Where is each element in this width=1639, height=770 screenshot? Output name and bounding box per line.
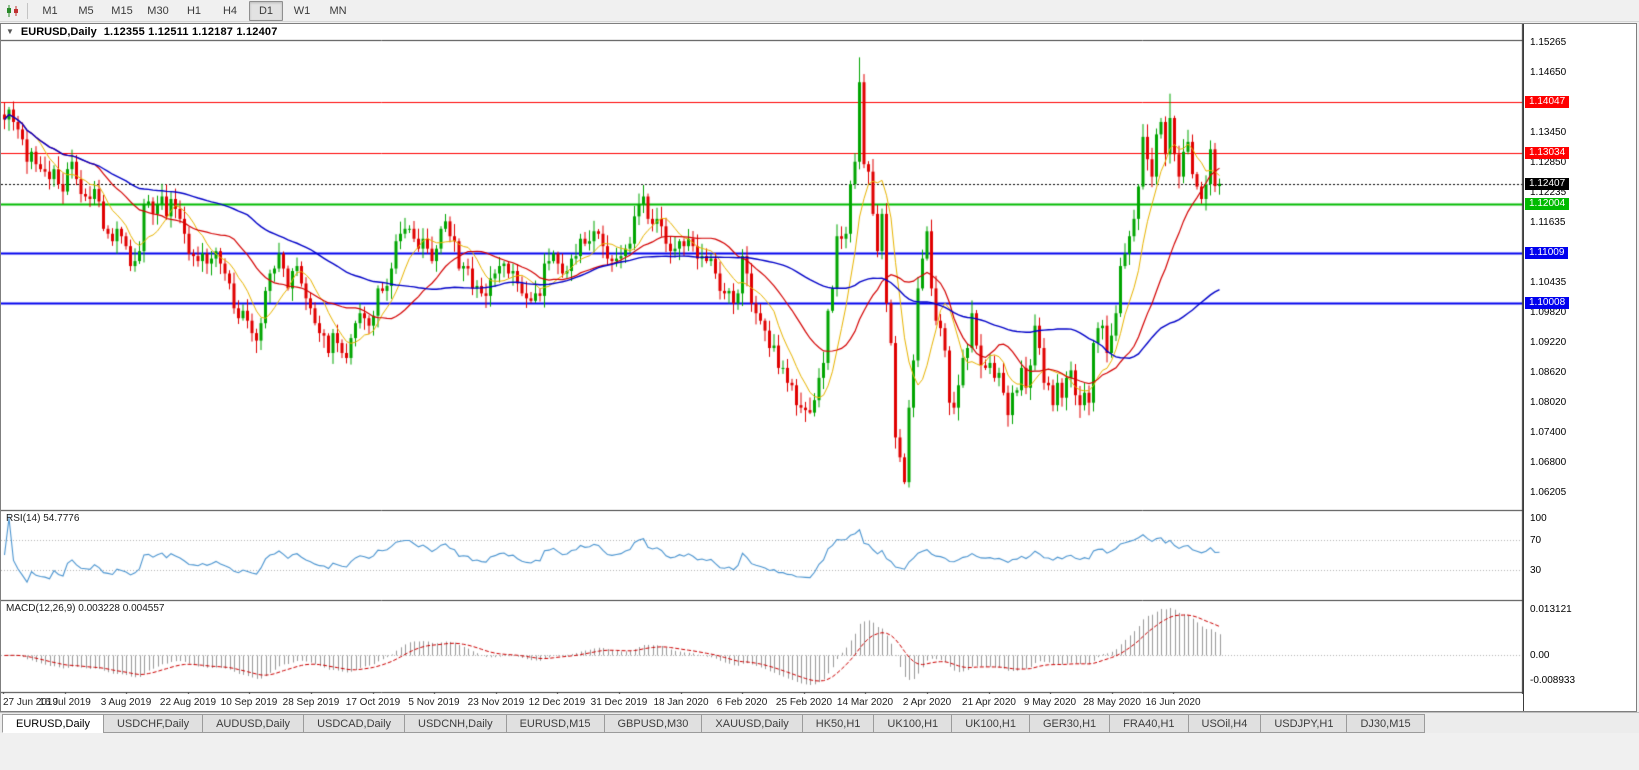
price-tick-label: 1.14650: [1530, 67, 1567, 79]
chart-tab[interactable]: UK100,H1: [951, 714, 1030, 733]
date-axis-label: 17 Oct 2019: [345, 697, 401, 708]
date-axis-label: 18 Jan 2020: [653, 697, 709, 708]
timeframe-buttons: M1 M5 M15 M30 H1 H4 D1 W1 MN: [32, 0, 356, 21]
timeframe-h1-button[interactable]: H1: [186, 4, 202, 17]
timeframe-m1-button[interactable]: M1: [42, 4, 58, 17]
chart-tab[interactable]: HK50,H1: [801, 714, 875, 733]
price-level-label: 1.12004: [1525, 197, 1570, 210]
date-axis-label: 31 Dec 2019: [590, 697, 648, 708]
price-level-label: 1.10008: [1525, 296, 1570, 309]
price-chart-canvas[interactable]: [1, 24, 1523, 694]
price-tick-label: 1.12235: [1530, 187, 1567, 199]
rsi-axis-label: 100: [1530, 513, 1547, 524]
price-tick-label: 1.09220: [1530, 337, 1567, 349]
price-tick-label: 1.10435: [1530, 276, 1567, 288]
chart-tab[interactable]: USDJPY,H1: [1260, 714, 1348, 733]
price-tick-label: 1.13450: [1530, 126, 1567, 138]
date-axis-label: 23 Nov 2019: [467, 697, 525, 708]
date-axis-label: 21 Apr 2020: [962, 697, 1016, 708]
date-axis-label: 27 Jun 2019: [3, 697, 59, 708]
date-axis-label: 28 May 2020: [1083, 697, 1141, 708]
date-axis-label: 12 Dec 2019: [528, 697, 586, 708]
date-axis-label: 10 Sep 2019: [220, 697, 278, 708]
price-tick-label: 1.08620: [1530, 366, 1567, 378]
date-axis-label: 14 Mar 2020: [836, 697, 894, 708]
timeframe-m30-button[interactable]: M30: [147, 4, 169, 17]
chart-tab[interactable]: UK100,H1: [873, 714, 953, 733]
rsi-axis-label: 30: [1530, 564, 1542, 576]
macd-axis-label: -0.008933: [1530, 675, 1576, 686]
chart-tab[interactable]: USDCNH,Daily: [404, 714, 507, 733]
date-axis-label: 3 Aug 2019: [100, 697, 152, 708]
chart-window: ▼ EURUSD,Daily 1.12355 1.12511 1.12187 1…: [0, 23, 1637, 712]
rsi-indicator-label: RSI(14) 54.7776: [6, 513, 80, 524]
chart-periods-icon: [3, 2, 23, 20]
macd-indicator-label: MACD(12,26,9) 0.003228 0.004557: [6, 603, 165, 614]
chart-tab[interactable]: USDCAD,Daily: [303, 714, 406, 733]
chart-tabs-bar: EURUSD,Daily USDCHF,Daily AUDUSD,Daily USDC…: [0, 712, 1639, 733]
macd-axis-label: 0.00: [1530, 650, 1550, 661]
chart-tab[interactable]: FRA40,H1: [1109, 714, 1189, 733]
date-axis-label: 25 Feb 2020: [775, 697, 833, 708]
date-axis-label: 9 May 2020: [1023, 697, 1077, 708]
chart-tab[interactable]: EURUSD,Daily: [2, 714, 104, 733]
chart-tab[interactable]: EURUSD,M15: [505, 714, 605, 733]
price-tick-label: 1.08020: [1530, 396, 1567, 408]
timeframe-mn-button[interactable]: MN: [329, 4, 347, 17]
chart-tab[interactable]: DJ30,M15: [1346, 714, 1425, 733]
price-tick-label: 1.11635: [1530, 217, 1566, 229]
chart-tab[interactable]: AUDUSD,Daily: [202, 714, 305, 733]
chart-symbol-label: EURUSD,Daily: [20, 26, 97, 38]
date-axis-label: 2 Apr 2020: [902, 697, 952, 708]
price-tick-label: 1.06205: [1530, 486, 1567, 498]
price-tick-label: 1.12850: [1530, 156, 1567, 168]
price-tick-label: 1.09820: [1530, 307, 1567, 319]
price-axis: 1.15265 1.14650 1.13450 1.12850 1.12235 1.116…: [1523, 24, 1636, 711]
price-level-label: 1.12407: [1525, 177, 1570, 190]
chart-ohlc-values: 1.12355 1.12511 1.12187 1.12407: [103, 26, 278, 38]
rsi-axis-label: 70: [1530, 535, 1542, 547]
chart-title-bar: ▼ EURUSD,Daily 1.12355 1.12511 1.12187 1…: [6, 25, 278, 39]
price-level-label: 1.11009: [1525, 247, 1569, 260]
bottom-spacer: [0, 733, 1639, 770]
chart-tab[interactable]: GER30,H1: [1028, 714, 1111, 733]
price-tick-label: 1.06800: [1530, 457, 1567, 469]
macd-axis-label: 0.013121: [1530, 604, 1572, 615]
date-axis-label: 5 Nov 2019: [408, 697, 460, 708]
timeframe-toolbar: M1 M5 M15 M30 H1 H4 D1 W1 MN: [0, 0, 1639, 22]
toolbar-separator: [27, 2, 28, 19]
chart-tab[interactable]: USOil,H4: [1187, 714, 1262, 733]
date-axis-label: 16 Jun 2020: [1145, 697, 1201, 708]
chart-tab[interactable]: GBPUSD,M30: [603, 714, 703, 733]
date-axis-label: 6 Feb 2020: [716, 697, 768, 708]
timeframe-d1-button[interactable]: D1: [249, 0, 283, 21]
price-level-label: 1.13034: [1525, 146, 1570, 159]
timeframe-h4-button[interactable]: H4: [222, 4, 238, 17]
chart-tab[interactable]: USDCHF,Daily: [102, 714, 204, 733]
timeframe-m5-button[interactable]: M5: [78, 4, 94, 17]
chart-tab[interactable]: XAUUSD,Daily: [701, 714, 803, 733]
date-axis-label: 28 Sep 2019: [282, 697, 340, 708]
date-axis-label: 22 Aug 2019: [159, 697, 217, 708]
timeframe-w1-button[interactable]: W1: [293, 4, 311, 17]
price-tick-label: 1.07400: [1530, 427, 1567, 439]
price-tick-label: 1.15265: [1530, 36, 1567, 48]
timeframe-m15-button[interactable]: M15: [111, 4, 133, 17]
price-level-label: 1.14047: [1525, 96, 1570, 109]
symbol-dropdown-icon[interactable]: ▼: [6, 27, 14, 36]
date-axis-label: 16 Jul 2019: [39, 697, 91, 708]
